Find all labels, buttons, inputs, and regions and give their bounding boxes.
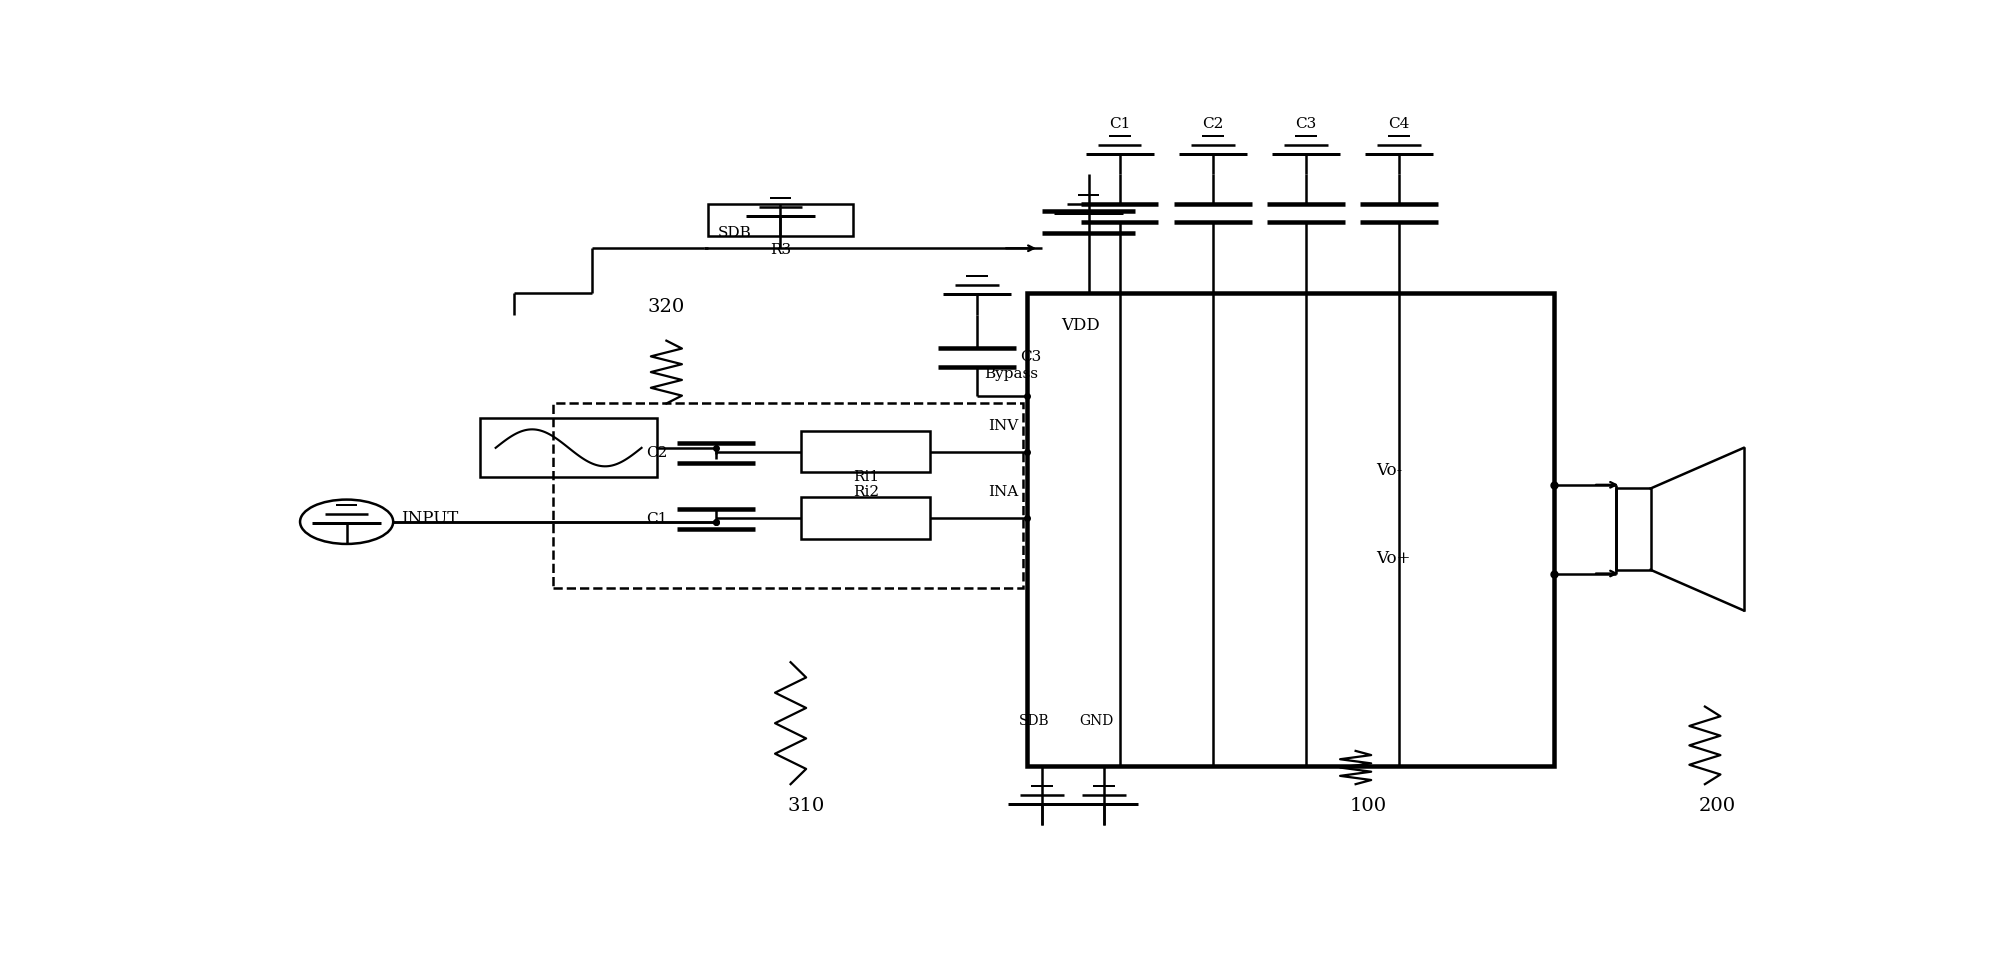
Bar xyxy=(481,419,657,477)
Text: GND: GND xyxy=(1080,714,1114,729)
Bar xyxy=(709,204,853,236)
Text: Ri2: Ri2 xyxy=(853,485,879,499)
Text: Ri1: Ri1 xyxy=(853,470,879,485)
Text: C3: C3 xyxy=(1020,350,1042,364)
Text: Vo+: Vo+ xyxy=(1376,550,1410,567)
Text: 100: 100 xyxy=(1350,798,1386,815)
Text: Bypass: Bypass xyxy=(985,367,1040,381)
Text: C2: C2 xyxy=(647,445,667,460)
Text: C4: C4 xyxy=(1388,117,1410,132)
Text: 310: 310 xyxy=(787,798,825,815)
Bar xyxy=(801,497,929,539)
Text: R3: R3 xyxy=(769,243,791,256)
Text: 320: 320 xyxy=(647,299,685,317)
Text: Vo-: Vo- xyxy=(1376,462,1402,478)
Text: SDB: SDB xyxy=(717,227,751,240)
Text: C1: C1 xyxy=(1110,117,1130,132)
Text: INV: INV xyxy=(989,419,1020,433)
Text: INPUT: INPUT xyxy=(401,510,459,527)
Text: C2: C2 xyxy=(1202,117,1224,132)
Bar xyxy=(801,431,929,472)
Text: INA: INA xyxy=(989,485,1020,499)
Text: VDD: VDD xyxy=(1062,318,1100,334)
Text: C1: C1 xyxy=(647,513,667,526)
Text: 200: 200 xyxy=(1699,798,1737,815)
Bar xyxy=(1026,293,1554,766)
Text: SDB: SDB xyxy=(1020,714,1050,729)
Text: C3: C3 xyxy=(1296,117,1316,132)
Bar xyxy=(553,403,1024,588)
Bar xyxy=(1616,489,1650,570)
